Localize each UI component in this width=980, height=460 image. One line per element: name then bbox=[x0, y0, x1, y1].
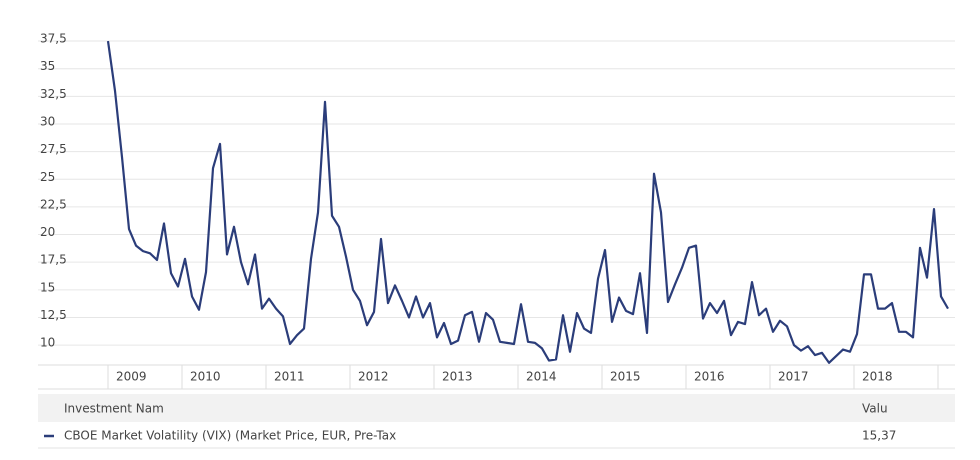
y-tick-label: 27,5 bbox=[40, 142, 67, 156]
x-tick-label: 2014 bbox=[526, 370, 557, 384]
table-cell: CBOE Market Volatility (VIX) (Market Pri… bbox=[64, 429, 396, 443]
y-tick-label: 22,5 bbox=[40, 197, 67, 211]
y-tick-label: 17,5 bbox=[40, 253, 67, 267]
x-tick-label: 2009 bbox=[116, 370, 147, 384]
table-header: Valu bbox=[862, 402, 888, 416]
x-tick-label: 2017 bbox=[778, 370, 809, 384]
x-tick-label: 2016 bbox=[694, 370, 725, 384]
y-tick-label: 25 bbox=[40, 170, 55, 184]
x-tick-label: 2013 bbox=[442, 370, 473, 384]
x-tick-label: 2011 bbox=[274, 370, 305, 384]
x-tick-label: 2012 bbox=[358, 370, 389, 384]
y-tick-label: 35 bbox=[40, 59, 55, 73]
x-tick-label: 2018 bbox=[862, 370, 893, 384]
y-tick-label: 12,5 bbox=[40, 308, 67, 322]
x-tick-label: 2010 bbox=[190, 370, 221, 384]
y-tick-label: 15 bbox=[40, 280, 55, 294]
line-series bbox=[106, 40, 949, 364]
y-tick-label: 37,5 bbox=[40, 32, 67, 46]
table-header-bg bbox=[38, 394, 955, 422]
y-tick-label: 10 bbox=[40, 336, 55, 350]
table-cell: 15,37 bbox=[862, 429, 896, 443]
x-tick-label: 2015 bbox=[610, 370, 641, 384]
table-header: Investment Nam bbox=[64, 402, 164, 416]
y-tick-label: 20 bbox=[40, 225, 55, 239]
y-tick-label: 30 bbox=[40, 114, 55, 128]
y-tick-label: 32,5 bbox=[40, 87, 67, 101]
